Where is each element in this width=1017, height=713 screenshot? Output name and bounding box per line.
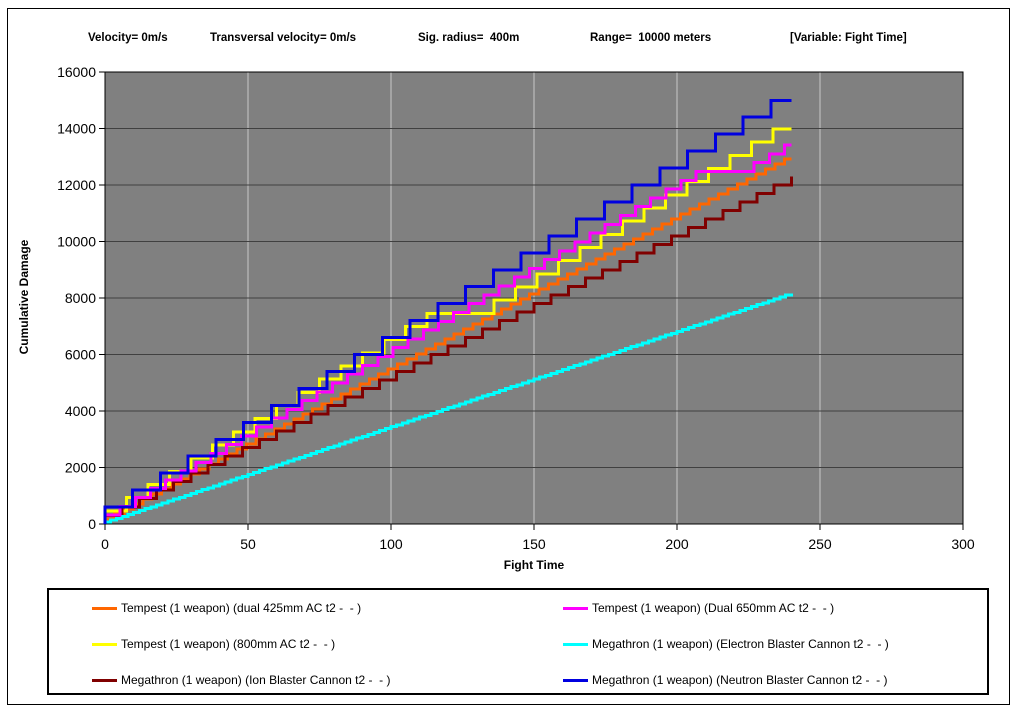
y-tick-label: 2000 <box>65 460 96 476</box>
legend-swatch <box>92 642 117 646</box>
header-param: Range= 10000 meters <box>590 32 712 44</box>
header-param: Transversal velocity= 0m/s <box>210 32 357 44</box>
header-param: [Variable: Fight Time] <box>790 32 907 44</box>
y-tick-label: 8000 <box>65 290 96 306</box>
y-tick-label: 6000 <box>65 347 96 363</box>
legend-item-label: Megathron (1 weapon) (Electron Blaster C… <box>592 637 889 651</box>
series-line <box>103 293 793 524</box>
y-tick-label: 14000 <box>57 121 96 137</box>
y-tick-label: 16000 <box>57 64 96 80</box>
legend-item: Tempest (1 weapon) (Dual 650mm AC t2 - -… <box>563 600 834 616</box>
legend-swatch <box>563 678 588 682</box>
header-param: Sig. radius= 400m <box>418 32 520 44</box>
x-tick-label: 100 <box>379 536 403 552</box>
series-line <box>103 176 793 524</box>
x-tick-label: 50 <box>240 536 256 552</box>
y-tick-label: 4000 <box>65 403 96 419</box>
legend-item-label: Tempest (1 weapon) (800mm AC t2 - - ) <box>121 637 336 651</box>
legend-item: Megathron (1 weapon) (Electron Blaster C… <box>563 636 889 652</box>
legend-item-label: Tempest (1 weapon) (Dual 650mm AC t2 - -… <box>592 601 835 615</box>
x-tick-label: 200 <box>665 536 689 552</box>
series-line <box>103 157 792 524</box>
legend-swatch <box>92 606 117 610</box>
legend-swatch <box>563 606 588 610</box>
legend-swatch <box>563 642 588 646</box>
legend-item: Tempest (1 weapon) (800mm AC t2 - - ) <box>92 636 335 652</box>
x-tick-label: 250 <box>808 536 832 552</box>
x-tick-label: 300 <box>951 536 975 552</box>
legend-item-label: Megathron (1 weapon) (Neutron Blaster Ca… <box>592 673 888 687</box>
legend-item: Tempest (1 weapon) (dual 425mm AC t2 - -… <box>92 600 361 616</box>
legend-item-label: Tempest (1 weapon) (dual 425mm AC t2 - -… <box>121 601 362 615</box>
header-param: Velocity= 0m/s <box>88 32 168 44</box>
y-tick-label: 12000 <box>57 177 96 193</box>
x-tick-label: 150 <box>522 536 546 552</box>
legend-item: Megathron (1 weapon) (Neutron Blaster Ca… <box>563 672 887 688</box>
series-line <box>103 98 792 524</box>
y-axis-title: Cumulative Damage <box>17 239 31 355</box>
y-tick-label: 10000 <box>57 234 96 250</box>
x-tick-label: 0 <box>101 536 109 552</box>
x-axis-title: Fight Time <box>503 558 565 572</box>
y-tick-label: 0 <box>88 516 96 532</box>
series-line <box>103 143 792 524</box>
legend-item: Megathron (1 weapon) (Ion Blaster Cannon… <box>92 672 390 688</box>
legend-item-label: Megathron (1 weapon) (Ion Blaster Cannon… <box>121 673 391 687</box>
legend-swatch <box>92 678 117 682</box>
legend: Tempest (1 weapon) (dual 425mm AC t2 - -… <box>47 588 989 695</box>
